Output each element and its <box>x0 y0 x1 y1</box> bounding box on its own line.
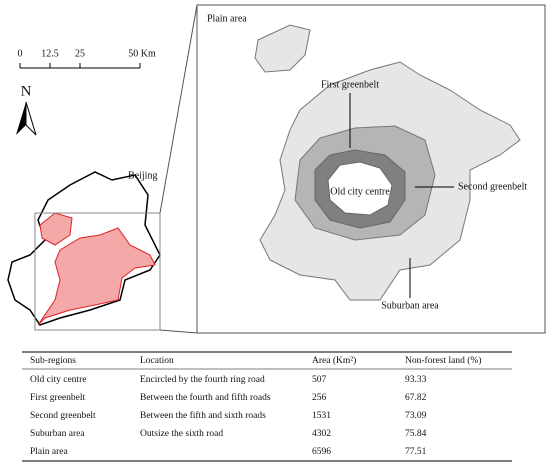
table-cell: 256 <box>312 393 327 403</box>
scale-label: 12.5 <box>41 48 59 59</box>
panel-title: Plain area <box>207 13 247 24</box>
table-cell: 77.51 <box>405 447 427 457</box>
table-header: Non-forest land (%) <box>405 355 482 366</box>
area-label: Suburban area <box>381 300 439 311</box>
area-label: Old city centre <box>330 186 390 197</box>
table-header: Location <box>140 356 174 366</box>
table-header: Sub-regions <box>30 356 76 366</box>
north-arrow <box>16 102 26 135</box>
region-label: Beijing <box>128 170 157 181</box>
plain-area-inset <box>37 227 156 326</box>
table-cell: 67.82 <box>405 393 427 403</box>
table-cell: Second greenbelt <box>30 411 96 421</box>
table-cell: Between the fifth and sixth roads <box>140 410 266 421</box>
table-cell: 73.09 <box>405 411 427 421</box>
connector <box>159 4 198 214</box>
scale-bar <box>19 63 141 69</box>
plain-area <box>254 24 311 73</box>
old-city-centre <box>327 161 393 216</box>
scale-label: 25 <box>75 48 85 59</box>
table-cell: Encircled by the fourth ring road <box>140 374 265 385</box>
table-cell: Outsize the sixth road <box>140 429 223 439</box>
table-cell: 4302 <box>312 429 331 439</box>
north-arrow <box>25 101 37 136</box>
table-cell: 507 <box>312 375 327 385</box>
table-cell: Between the fourth and fifth roads <box>140 392 271 403</box>
scale-label: 0 <box>18 48 23 59</box>
north-label: N <box>21 83 32 99</box>
area-label: First greenbelt <box>321 79 379 90</box>
table-cell: 6596 <box>312 447 331 457</box>
inset-box <box>34 212 161 331</box>
table-header: Area (Km²) <box>312 355 356 366</box>
table-cell: Plain area <box>30 447 69 457</box>
scale-label: 50 Km <box>128 48 156 59</box>
table-cell: 1531 <box>312 411 331 421</box>
connector <box>159 329 198 334</box>
table-cell: Old city centre <box>30 375 86 385</box>
table-cell: First greenbelt <box>30 393 86 403</box>
area-label: Second greenbelt <box>458 181 527 192</box>
table: Sub-regions Location Area (Km²) Non-forest … <box>22 351 512 462</box>
table-cell: 75.84 <box>405 429 427 439</box>
table-cell: Suburban area <box>30 429 85 439</box>
table-cell: 93.33 <box>405 375 427 385</box>
